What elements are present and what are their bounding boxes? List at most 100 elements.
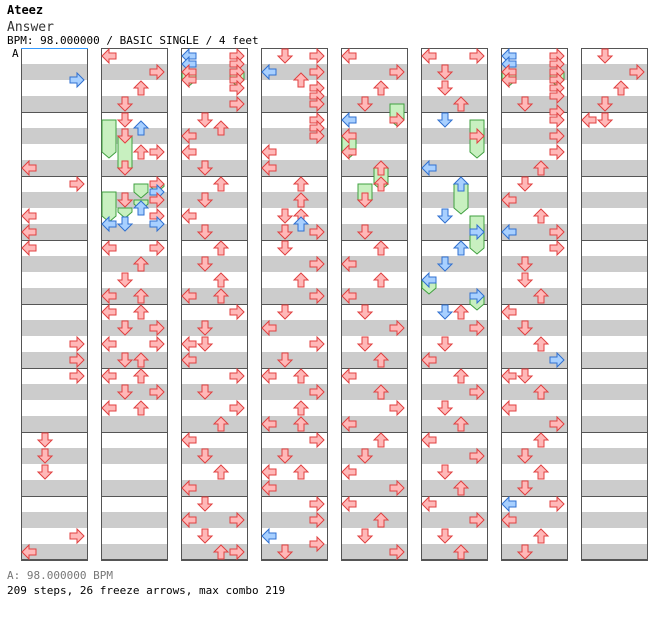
down-arrow-icon xyxy=(516,256,534,272)
right-arrow-icon xyxy=(389,63,405,81)
right-arrow-icon xyxy=(549,239,565,257)
beat-band xyxy=(261,384,328,400)
beat-band xyxy=(181,384,248,400)
right-arrow-icon xyxy=(309,535,325,553)
beat-band xyxy=(21,448,88,464)
right-arrow-icon xyxy=(389,319,405,337)
beat-band xyxy=(21,320,88,336)
left-arrow-icon xyxy=(421,431,437,449)
left-arrow-icon xyxy=(581,111,597,129)
down-arrow-icon xyxy=(116,352,134,368)
beat-band xyxy=(501,480,568,496)
left-arrow-icon xyxy=(501,495,517,513)
beat-band xyxy=(341,480,408,496)
beat-band xyxy=(421,352,488,368)
up-arrow-icon xyxy=(132,256,150,272)
beat-band xyxy=(341,448,408,464)
chart-column-6 xyxy=(421,47,488,561)
chart-column-1 xyxy=(21,48,88,561)
beat-band xyxy=(341,192,408,208)
down-arrow-icon xyxy=(516,544,534,560)
down-arrow-icon xyxy=(196,336,214,352)
up-arrow-icon xyxy=(452,416,470,432)
up-arrow-icon xyxy=(372,512,390,528)
left-arrow-icon xyxy=(501,399,517,417)
left-arrow-icon xyxy=(341,463,357,481)
right-arrow-icon xyxy=(389,111,405,129)
beat-band xyxy=(501,256,568,272)
beat-band xyxy=(21,544,88,560)
up-arrow-icon xyxy=(612,80,630,96)
beat-band xyxy=(21,256,88,272)
up-arrow-icon xyxy=(372,352,390,368)
right-arrow-icon xyxy=(389,543,405,561)
column-border xyxy=(421,48,488,560)
right-arrow-icon xyxy=(69,175,85,193)
down-arrow-icon xyxy=(196,448,214,464)
up-arrow-icon xyxy=(452,96,470,112)
right-arrow-icon xyxy=(229,79,245,97)
beat-band xyxy=(421,160,488,176)
up-arrow-icon xyxy=(372,432,390,448)
right-arrow-icon xyxy=(549,87,565,105)
left-arrow-icon xyxy=(261,527,277,545)
chart-column-4 xyxy=(261,47,328,561)
left-arrow-icon xyxy=(101,367,117,385)
left-arrow-icon xyxy=(501,367,517,385)
freeze-arrow-body xyxy=(101,119,117,159)
column-border xyxy=(341,48,408,560)
up-arrow-icon xyxy=(532,336,550,352)
left-arrow-icon xyxy=(341,47,357,65)
right-arrow-icon xyxy=(549,223,565,241)
down-arrow-icon xyxy=(116,384,134,400)
up-arrow-icon xyxy=(372,176,390,192)
left-arrow-icon xyxy=(261,319,277,337)
beat-band xyxy=(581,416,648,432)
right-arrow-icon xyxy=(149,143,165,161)
down-arrow-icon xyxy=(196,192,214,208)
up-arrow-icon xyxy=(292,216,310,232)
up-arrow-icon xyxy=(132,304,150,320)
left-arrow-icon xyxy=(501,71,517,89)
right-arrow-icon xyxy=(309,95,325,113)
right-arrow-icon xyxy=(309,223,325,241)
right-arrow-icon xyxy=(149,239,165,257)
down-arrow-icon xyxy=(276,304,294,320)
down-arrow-icon xyxy=(116,192,134,208)
up-arrow-icon xyxy=(132,352,150,368)
left-arrow-icon xyxy=(181,431,197,449)
up-arrow-icon xyxy=(452,304,470,320)
down-arrow-icon xyxy=(356,528,374,544)
beat-band xyxy=(421,384,488,400)
down-arrow-icon xyxy=(196,112,214,128)
right-arrow-icon xyxy=(69,71,85,89)
down-arrow-icon xyxy=(356,304,374,320)
beat-band xyxy=(341,320,408,336)
beat-band xyxy=(181,192,248,208)
right-arrow-icon xyxy=(469,223,485,241)
left-arrow-icon xyxy=(21,223,37,241)
beat-band xyxy=(261,480,328,496)
right-arrow-icon xyxy=(309,63,325,81)
right-arrow-icon xyxy=(469,287,485,305)
beat-band xyxy=(21,192,88,208)
down-arrow-icon xyxy=(276,48,294,64)
down-arrow-icon xyxy=(36,464,54,480)
beat-band xyxy=(421,512,488,528)
beat-band xyxy=(501,512,568,528)
beat-band xyxy=(581,192,648,208)
right-arrow-icon xyxy=(549,415,565,433)
right-arrow-icon xyxy=(229,303,245,321)
up-arrow-icon xyxy=(212,272,230,288)
up-arrow-icon xyxy=(452,176,470,192)
up-arrow-icon xyxy=(532,464,550,480)
beat-band xyxy=(181,256,248,272)
beat-band xyxy=(501,224,568,240)
left-arrow-icon xyxy=(101,239,117,257)
down-arrow-icon xyxy=(436,336,454,352)
up-arrow-icon xyxy=(132,368,150,384)
down-arrow-icon xyxy=(516,272,534,288)
beat-band xyxy=(101,384,168,400)
beat-band xyxy=(261,544,328,560)
left-arrow-icon xyxy=(261,143,277,161)
